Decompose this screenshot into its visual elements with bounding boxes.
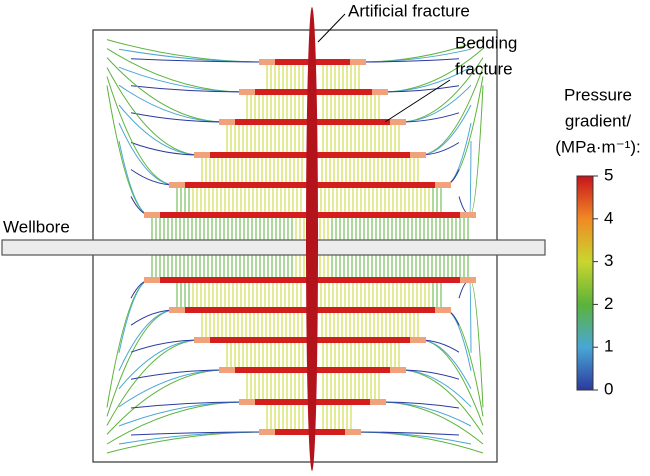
tick-label: 3 bbox=[604, 251, 613, 270]
streamline bbox=[130, 58, 266, 63]
streamline bbox=[130, 369, 226, 380]
streamline bbox=[106, 339, 201, 426]
tick-label: 2 bbox=[604, 294, 613, 313]
streamline bbox=[106, 279, 151, 408]
streamline bbox=[130, 401, 246, 409]
streamline bbox=[419, 339, 484, 426]
colorbar bbox=[576, 175, 594, 391]
streamline bbox=[106, 85, 151, 216]
streamline bbox=[118, 48, 266, 63]
streamline bbox=[130, 339, 201, 353]
streamline bbox=[130, 85, 246, 93]
streamline bbox=[469, 85, 484, 216]
tick-label: 4 bbox=[604, 208, 613, 227]
streamline bbox=[469, 279, 472, 353]
streamline bbox=[381, 85, 460, 93]
annotation: Wellbore bbox=[3, 217, 70, 236]
streamline bbox=[106, 76, 176, 186]
streamline bbox=[379, 401, 472, 427]
streamline bbox=[419, 339, 472, 390]
streamline bbox=[130, 112, 226, 123]
artificial-fracture bbox=[306, 7, 318, 471]
tick-label: 1 bbox=[604, 337, 613, 356]
streamline bbox=[354, 431, 460, 436]
leader-line bbox=[384, 79, 451, 123]
streamline bbox=[118, 431, 266, 445]
streamline bbox=[444, 122, 472, 186]
streamline bbox=[130, 142, 201, 156]
streamline bbox=[379, 401, 460, 409]
wellbore bbox=[1, 239, 546, 256]
streamline bbox=[354, 431, 472, 445]
annotation: Artificial fracture bbox=[348, 1, 470, 20]
streamline bbox=[130, 169, 176, 186]
streamline bbox=[469, 140, 472, 216]
streamline bbox=[118, 369, 226, 408]
annotation: Bedding bbox=[455, 33, 517, 52]
streamline bbox=[419, 104, 472, 156]
streamline bbox=[419, 67, 484, 156]
tick-label: 5 bbox=[604, 165, 613, 184]
streamline bbox=[130, 309, 176, 326]
streamline bbox=[106, 309, 176, 417]
streamline bbox=[469, 279, 484, 408]
streamline bbox=[399, 369, 484, 435]
streamline bbox=[359, 58, 460, 63]
streamline bbox=[118, 84, 226, 123]
colorbar-title: gradient/ bbox=[565, 111, 631, 130]
annotation: fracture bbox=[455, 59, 513, 78]
leader-line bbox=[317, 13, 346, 43]
streamline bbox=[106, 67, 201, 156]
streamline bbox=[130, 431, 266, 436]
colorbar-title: (MPa·m⁻¹): bbox=[555, 137, 640, 156]
streamline bbox=[118, 66, 246, 93]
streamline bbox=[444, 309, 472, 371]
tick-label: 0 bbox=[604, 379, 613, 398]
colorbar-title: Pressure bbox=[564, 85, 632, 104]
